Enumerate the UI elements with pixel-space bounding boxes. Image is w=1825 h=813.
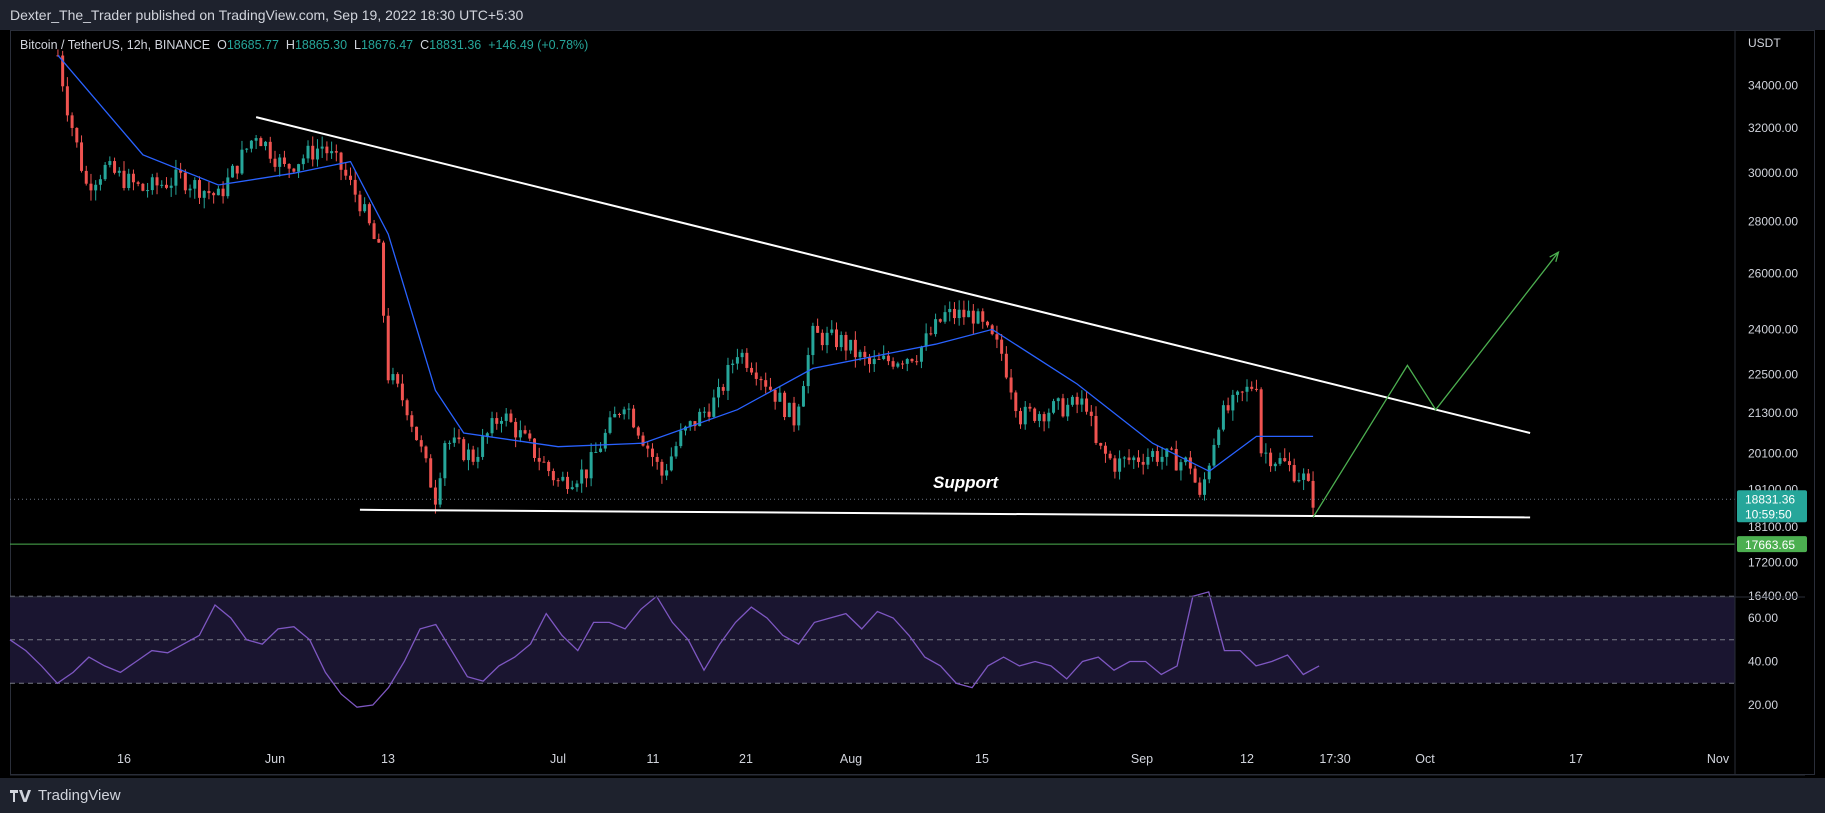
open-label: O [217, 38, 227, 52]
close-label: C [420, 38, 430, 52]
close-value: 18831.36 [429, 38, 482, 52]
low-label: L [354, 38, 361, 52]
low-value: 18676.47 [361, 38, 414, 52]
open-value: 18685.77 [226, 38, 279, 52]
high-label: H [285, 38, 295, 52]
chart-frame [10, 30, 1815, 775]
tradingview-logo-icon [10, 789, 31, 802]
symbol-name: Bitcoin / TetherUS, 12h, BINANCE [20, 38, 211, 52]
published-by-text: Dexter_The_Trader published on TradingVi… [10, 7, 524, 23]
tradingview-logo[interactable]: TradingView [10, 787, 121, 804]
change-value: +146.49 (+0.78%) [488, 38, 589, 52]
publish-info-bar: Dexter_The_Trader published on TradingVi… [0, 0, 1825, 30]
high-value: 18865.30 [294, 38, 348, 52]
brand-text: TradingView [38, 787, 121, 804]
footer-bar [0, 778, 1825, 813]
symbol-legend: Bitcoin / TetherUS, 12h, BINANCE O18685.… [20, 38, 588, 52]
